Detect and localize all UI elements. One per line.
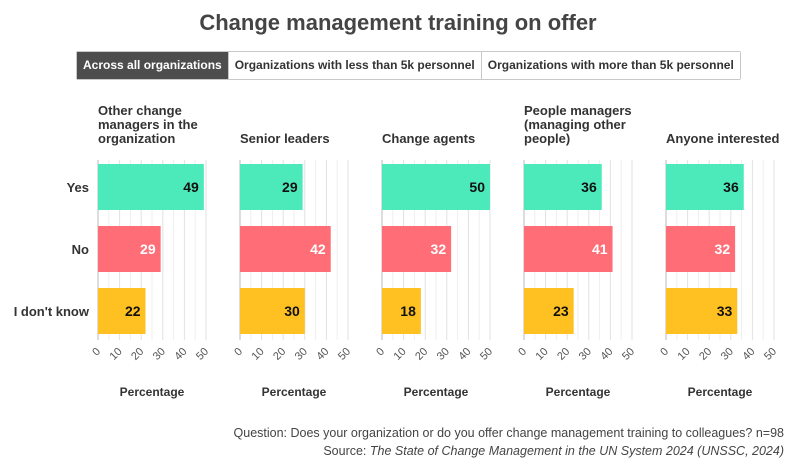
tick-label: 50 [620,346,637,363]
question-note: Question: Does your organization or do y… [233,426,784,440]
bar [382,164,490,210]
data-label: 50 [469,179,485,195]
x-axis-label: Percentage [688,385,753,399]
data-label: 29 [140,241,156,257]
data-label: 41 [592,241,608,257]
tick-label: 30 [151,346,168,363]
data-label: 49 [183,179,199,195]
panel-title: Change agents [382,131,475,146]
tick-label: 30 [293,346,310,363]
data-label: 36 [723,179,739,195]
data-label: 29 [282,179,298,195]
bar [98,226,161,272]
bar [666,288,738,334]
source-note: Source: The State of Change Management i… [234,442,784,460]
footer: Question: Does your organization or do y… [234,424,784,460]
bar [240,164,303,210]
tick-label: 0 [516,346,529,359]
data-label: 42 [310,241,326,257]
panel-title: Anyone interested [666,131,779,146]
source-prefix: Source: [323,444,370,458]
page-title: Change management training on offer [199,10,597,35]
source-title: The State of Change Management in the UN… [369,444,784,458]
tick-label: 20 [413,346,430,363]
x-axis-label: Percentage [120,385,185,399]
tick-label: 40 [598,346,615,363]
category-label: No [72,242,89,257]
tick-label: 20 [129,346,146,363]
data-label: 33 [717,303,733,319]
data-label: 30 [284,303,300,319]
tick-label: 40 [314,346,331,363]
data-label: 23 [553,303,569,319]
tab-across-all[interactable]: Across all organizations [77,52,229,79]
bar [524,164,602,210]
tick-label: 20 [271,346,288,363]
tick-label: 50 [762,346,779,363]
tick-label: 50 [478,346,495,363]
tick-label: 50 [194,346,211,363]
tick-label: 10 [108,346,125,363]
data-label: 32 [715,241,731,257]
panel-title: People managers [524,103,632,118]
tick-label: 30 [719,346,736,363]
tick-label: 40 [740,346,757,363]
bar [524,226,613,272]
tick-label: 20 [697,346,714,363]
bar [382,226,452,272]
tick-label: 0 [232,346,245,359]
tick-label: 0 [658,346,671,359]
tick-label: 10 [392,346,409,363]
panel-title: managers in the [98,117,198,132]
bar [240,288,305,334]
tick-label: 10 [676,346,693,363]
panel-title: organization [98,131,175,146]
bar [666,226,736,272]
x-axis-label: Percentage [404,385,469,399]
tab-bar: Across all organizations Organizations w… [76,51,741,80]
tick-label: 30 [577,346,594,363]
tick-label: 50 [336,346,353,363]
category-label: I don't know [14,304,90,319]
panel-title: Senior leaders [240,131,330,146]
data-label: 32 [431,241,447,257]
tab-less-than-5k[interactable]: Organizations with less than 5k personne… [228,52,482,79]
data-label: 22 [125,303,141,319]
tick-label: 10 [250,346,267,363]
tick-label: 40 [456,346,473,363]
bar [382,288,421,334]
bar [666,164,744,210]
tab-more-than-5k[interactable]: Organizations with more than 5k personne… [481,52,740,79]
tick-label: 40 [172,346,189,363]
data-label: 36 [581,179,597,195]
tick-label: 30 [435,346,452,363]
x-axis-label: Percentage [546,385,611,399]
data-label: 18 [400,303,416,319]
panel-title: (managing other [524,117,626,132]
x-axis-label: Percentage [262,385,327,399]
panel-title: Other change [98,103,182,118]
tick-label: 20 [555,346,572,363]
panel-title: people) [524,131,570,146]
tick-label: 10 [534,346,551,363]
category-label: Yes [67,180,89,195]
bar [240,226,331,272]
bar [98,164,204,210]
bar [98,288,146,334]
tick-label: 0 [374,346,387,359]
tick-label: 0 [90,346,103,359]
bar [524,288,574,334]
